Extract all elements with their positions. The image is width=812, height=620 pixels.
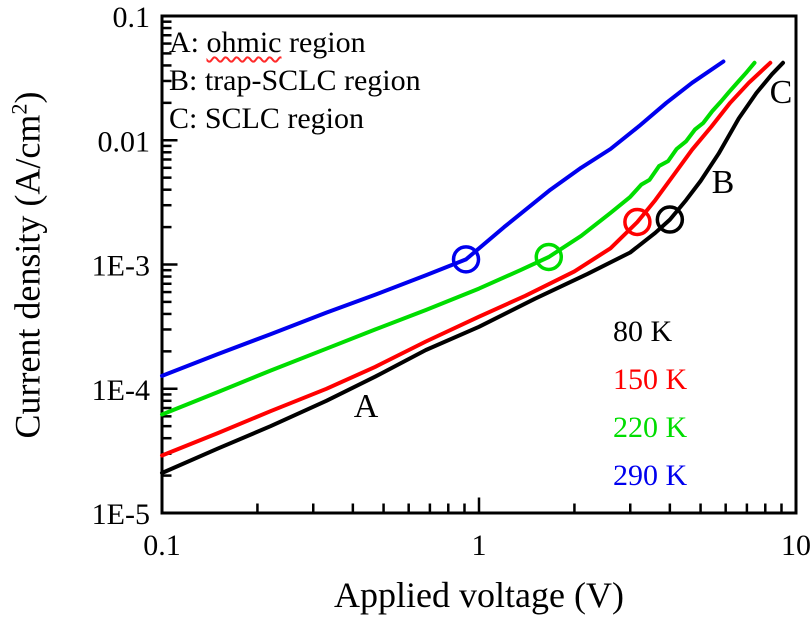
transition-circle-290-k (451, 245, 481, 274)
y-tick-label-1E-5: 1E-5 (92, 498, 150, 531)
transition-circle-150-k (623, 207, 652, 237)
curve-150-k (160, 60, 773, 458)
plot-frame (160, 14, 798, 515)
legend-item-150k: 150 K (613, 363, 688, 396)
transition-circle-220-k (534, 242, 564, 272)
legend-item-220k: 220 K (613, 411, 688, 444)
region-label-c: C (769, 74, 793, 111)
x-tick-label-10: 10 (781, 529, 811, 562)
region-label-a: A (353, 388, 379, 425)
curve-290-k (160, 59, 726, 378)
curve-80-k (160, 60, 785, 475)
curve-220-k (160, 60, 757, 417)
legend-item-80k: 80 K (613, 315, 673, 348)
region-label-b: B (711, 164, 735, 201)
y-tick-label-0.01: 0.01 (98, 125, 151, 158)
transition-circle-80-k (655, 205, 685, 234)
x-tick-label-0.1: 0.1 (143, 529, 181, 562)
annotation-a-suffix: region (281, 26, 366, 59)
legend: 80 K 150 K 220 K 290 K (613, 308, 687, 500)
annotation-a-word-ohmic: ohmic (206, 26, 282, 59)
annotation-trap-sclc-region: B: trap-SCLC region (169, 64, 421, 97)
legend-item-290k: 290 K (613, 459, 688, 492)
x-tick-label-1: 1 (472, 529, 487, 562)
annotation-sclc-region: C: SCLC region (169, 102, 365, 135)
annotation-a-prefix: A: (169, 26, 207, 59)
y-axis-title-text: Current density (A/cm (7, 114, 48, 439)
y-tick-label-1E-3: 1E-3 (92, 250, 150, 283)
x-axis-title: Applied voltage (V) (334, 575, 624, 615)
y-axis-title: Current density (A/cm2) (6, 91, 48, 439)
annotation-ohmic-region: A: ohmic region (169, 24, 366, 62)
y-tick-label-0.1: 0.1 (113, 1, 151, 34)
y-axis-title-superscript: 2 (6, 103, 32, 115)
y-tick-label-1E-4: 1E-4 (92, 374, 150, 407)
y-axis-title-close: ) (7, 91, 48, 104)
